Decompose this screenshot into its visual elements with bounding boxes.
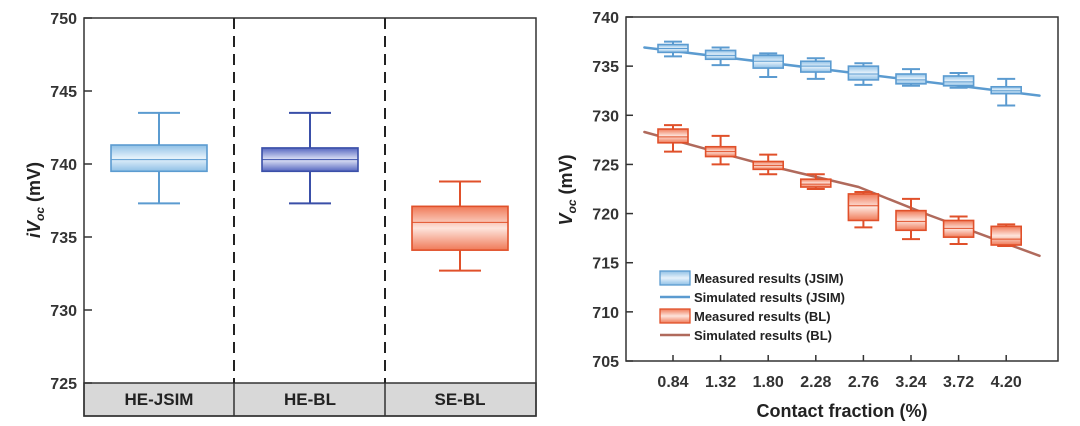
right-x-tick-label: 3.72: [943, 374, 974, 391]
right-x-tick-label: 1.32: [705, 374, 736, 391]
box-plot: [847, 190, 880, 229]
box-iqr: [411, 205, 509, 251]
box-iqr: [942, 75, 975, 87]
box-plot: [411, 180, 509, 272]
legend-label: Simulated results (JSIM): [694, 290, 845, 305]
right-x-tick-label: 0.84: [657, 374, 688, 391]
right-y-tick-label: 730: [592, 108, 619, 125]
right-x-tick-label: 4.20: [991, 374, 1022, 391]
right-x-axis-title: Contact fraction (%): [757, 401, 928, 421]
right-x-tick-label: 1.80: [753, 374, 784, 391]
box-plot: [704, 134, 737, 166]
box-plot: [752, 52, 785, 78]
box-plot: [704, 46, 737, 67]
box-plot: [261, 111, 359, 205]
box-plot: [942, 72, 975, 89]
box-plot: [110, 111, 208, 205]
legend: Measured results (JSIM) Simulated result…: [659, 270, 845, 343]
box-plot: [847, 62, 880, 86]
box-iqr: [847, 65, 880, 81]
box-iqr: [110, 144, 208, 173]
box-plot: [657, 40, 689, 58]
right-plot-frame: [625, 16, 1059, 362]
box-plot: [895, 197, 927, 241]
left-y-axis-title: iVoc (mV): [24, 162, 47, 238]
box-plot: [990, 77, 1023, 107]
right-y-tick-label: 735: [592, 59, 619, 76]
right-x-tick-label: 3.24: [895, 374, 926, 391]
left-y-tick-label: 730: [50, 303, 77, 320]
legend-swatch-bl-box: [659, 308, 691, 324]
simulated-line: [643, 130, 1041, 258]
left-category-label: HE-BL: [284, 390, 336, 409]
right-panel: 705 710 715 720 725 730 735 740 0.84 1.32 1.80 2.28…: [556, 10, 1059, 421]
legend-label: Measured results (BL): [694, 309, 831, 324]
legend-label: Simulated results (BL): [694, 328, 832, 343]
box-plot: [990, 223, 1023, 248]
right-y-tick-label: 710: [592, 305, 619, 322]
box-iqr: [895, 209, 927, 232]
right-y-tick-label: 705: [592, 354, 619, 371]
box-iqr: [799, 178, 832, 188]
legend-label: Measured results (JSIM): [694, 271, 844, 286]
box-plot: [799, 173, 832, 190]
box-plot: [895, 68, 927, 87]
box-iqr: [847, 193, 880, 222]
left-plot-frame: [83, 17, 537, 417]
left-panel: 725 730 735 740 745 750 HE-JSIM HE-BL SE-BL i…: [24, 11, 537, 417]
right-x-tick-label: 2.76: [848, 374, 879, 391]
box-iqr: [657, 128, 689, 144]
box-plot: [799, 57, 832, 80]
box-plot: [942, 215, 975, 246]
left-y-tick-label: 725: [50, 376, 77, 393]
left-y-tick-label: 745: [50, 84, 77, 101]
box-iqr: [990, 225, 1023, 246]
box-iqr: [895, 73, 927, 85]
left-category-label: SE-BL: [435, 390, 486, 409]
right-y-tick-label: 740: [592, 10, 619, 27]
right-y-tick-label: 720: [592, 207, 619, 224]
right-y-tick-label: 715: [592, 256, 619, 273]
legend-swatch-jsim-box: [659, 270, 691, 286]
right-x-tick-label: 2.28: [800, 374, 831, 391]
right-y-tick-label: 725: [592, 157, 619, 174]
box-plot: [752, 153, 785, 176]
left-y-tick-label: 735: [50, 230, 77, 247]
right-y-axis-title: Voc (mV): [556, 154, 579, 225]
left-y-tick-label: 750: [50, 11, 77, 28]
left-y-tick-label: 740: [50, 157, 77, 174]
box-plot: [657, 124, 689, 153]
simulated-line: [643, 46, 1041, 97]
left-category-label: HE-JSIM: [125, 390, 194, 409]
